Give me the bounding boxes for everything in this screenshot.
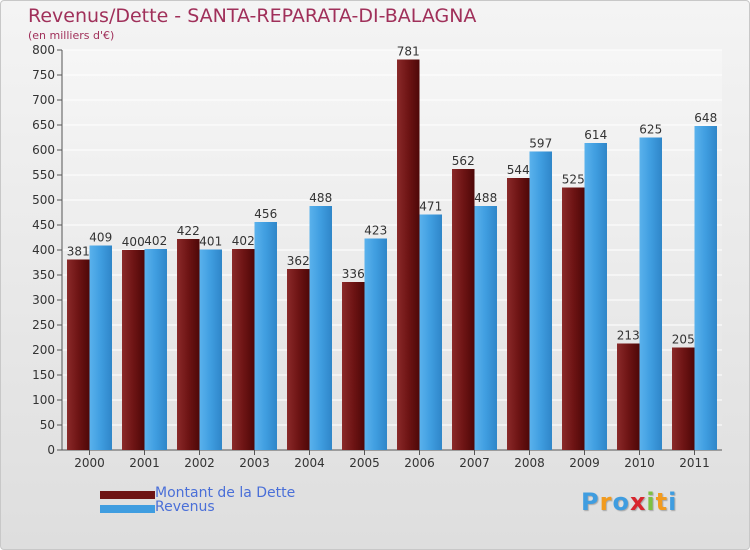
- y-tick-label: 250: [32, 318, 55, 332]
- logo-letter: i: [668, 488, 678, 516]
- data-label: 471: [419, 200, 442, 214]
- bar-revenus: [529, 151, 552, 450]
- y-tick-label: 0: [47, 443, 55, 457]
- bar-dette: [287, 269, 310, 450]
- bar-dette: [507, 178, 530, 450]
- legend-label-revenus: Revenus: [155, 499, 215, 515]
- bar-dette: [617, 343, 640, 450]
- y-tick-label: 500: [32, 193, 55, 207]
- data-label: 614: [584, 128, 607, 142]
- data-label: 401: [199, 235, 222, 249]
- bar-revenus: [89, 245, 112, 450]
- y-tick-label: 700: [32, 93, 55, 107]
- x-tick-label: 2011: [679, 456, 710, 470]
- bar-revenus: [694, 126, 717, 450]
- data-label: 423: [364, 224, 387, 238]
- data-label: 381: [67, 245, 90, 259]
- data-label: 336: [342, 267, 365, 281]
- bar-dette: [122, 250, 145, 450]
- bar-revenus: [474, 206, 497, 450]
- data-label: 488: [309, 191, 332, 205]
- bar-dette: [452, 169, 475, 450]
- bar-revenus: [254, 222, 277, 450]
- logo-letter: P: [581, 488, 600, 516]
- logo-letter: t: [655, 488, 669, 516]
- bar-revenus: [584, 143, 607, 450]
- data-label: 456: [254, 207, 277, 221]
- legend-label-dette: Montant de la Dette: [155, 485, 296, 501]
- bar-dette: [177, 239, 200, 450]
- logo-letter: r: [599, 488, 613, 516]
- data-label: 781: [397, 45, 420, 59]
- data-label: 400: [122, 235, 145, 249]
- x-tick-label: 2008: [514, 456, 545, 470]
- y-tick-label: 200: [32, 343, 55, 357]
- bar-dette: [562, 187, 585, 450]
- data-label: 213: [617, 329, 640, 343]
- x-tick-label: 2004: [294, 456, 325, 470]
- data-label: 205: [672, 333, 695, 347]
- data-label: 597: [529, 137, 552, 151]
- bar-revenus: [419, 214, 442, 450]
- bar-dette: [672, 347, 695, 450]
- y-tick-label: 800: [32, 43, 55, 57]
- data-label: 409: [89, 231, 112, 245]
- bar-revenus: [144, 249, 167, 450]
- data-label: 525: [562, 173, 585, 187]
- bar-dette: [342, 282, 365, 450]
- y-tick-label: 100: [32, 393, 55, 407]
- bar-revenus: [639, 137, 662, 450]
- logo-letter: x: [629, 488, 647, 516]
- y-tick-label: 50: [40, 418, 55, 432]
- y-tick-label: 650: [32, 118, 55, 132]
- x-tick-label: 2003: [239, 456, 270, 470]
- data-label: 402: [232, 234, 255, 248]
- legend-swatch-revenus: [100, 505, 155, 513]
- data-label: 648: [694, 111, 717, 125]
- chart-title: Revenus/Dette - SANTA-REPARATA-DI-BALAGN…: [28, 5, 477, 27]
- bar-revenus: [309, 206, 332, 450]
- y-tick-label: 450: [32, 218, 55, 232]
- bar-revenus: [199, 249, 222, 450]
- bar-dette: [397, 59, 420, 450]
- y-tick-label: 300: [32, 293, 55, 307]
- legend-swatch-dette: [100, 491, 155, 499]
- bar-dette: [67, 259, 90, 450]
- y-tick-label: 350: [32, 268, 55, 282]
- y-tick-label: 150: [32, 368, 55, 382]
- bar-dette: [232, 249, 255, 450]
- x-tick-label: 2007: [459, 456, 490, 470]
- data-label: 422: [177, 224, 200, 238]
- x-tick-label: 2002: [184, 456, 215, 470]
- x-tick-label: 2009: [569, 456, 600, 470]
- x-tick-label: 2000: [74, 456, 105, 470]
- y-tick-label: 750: [32, 68, 55, 82]
- logo-letter: i: [646, 488, 656, 516]
- x-tick-label: 2001: [129, 456, 160, 470]
- x-tick-label: 2010: [624, 456, 655, 470]
- data-label: 562: [452, 154, 475, 168]
- data-label: 488: [474, 191, 497, 205]
- y-tick-label: 600: [32, 143, 55, 157]
- data-label: 544: [507, 163, 530, 177]
- logo-letter: o: [612, 488, 630, 516]
- y-tick-label: 550: [32, 168, 55, 182]
- unit-label: (en milliers d'€): [28, 29, 115, 42]
- bar-revenus: [364, 238, 387, 450]
- data-label: 362: [287, 254, 310, 268]
- data-label: 402: [144, 234, 167, 248]
- y-tick-label: 400: [32, 243, 55, 257]
- x-tick-label: 2006: [404, 456, 435, 470]
- x-tick-label: 2005: [349, 456, 380, 470]
- proxiti-logo: Proxiti: [581, 488, 677, 516]
- data-label: 625: [639, 123, 662, 137]
